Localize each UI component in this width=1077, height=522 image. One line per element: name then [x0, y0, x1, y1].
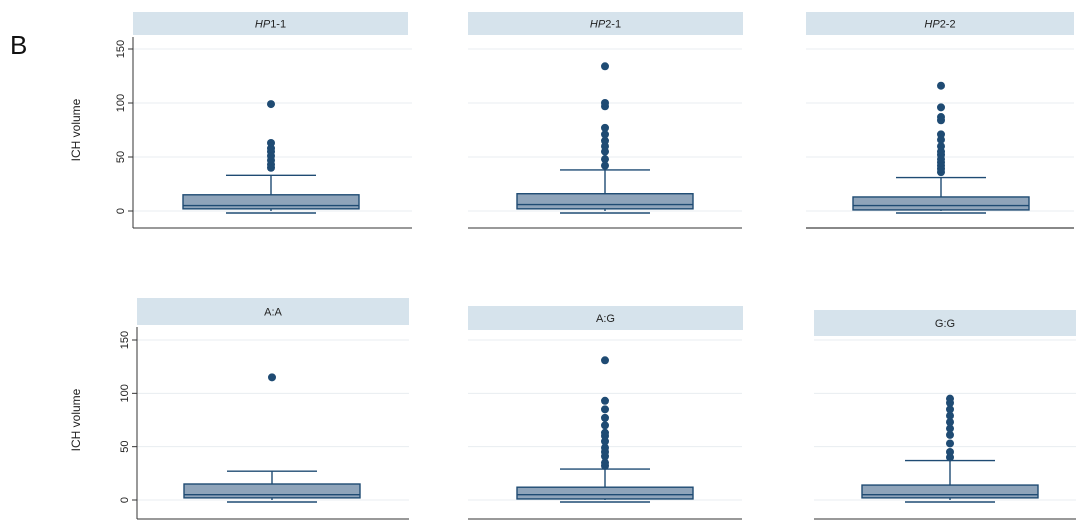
outlier-point [267, 138, 275, 147]
outlier-point [946, 430, 954, 439]
iqr-box [516, 486, 694, 500]
outlier-point [601, 396, 609, 405]
outlier-point [601, 123, 609, 132]
outlier-point [601, 136, 609, 145]
panel-6: G:G [814, 310, 1076, 520]
outlier-point [601, 413, 609, 422]
strip-header [806, 12, 1074, 35]
strip-header [814, 310, 1076, 336]
outlier-point [601, 356, 609, 365]
outlier-point [946, 439, 954, 448]
outlier-point [937, 130, 945, 139]
panel-3: HP2-2 [806, 12, 1074, 229]
outlier-point [937, 103, 945, 112]
outlier-point [601, 130, 609, 139]
strip-title: HP2-2 [924, 19, 955, 31]
outlier-point [946, 405, 954, 414]
outlier-point [601, 405, 609, 414]
strip-header [137, 298, 409, 325]
outlier-point [267, 100, 275, 109]
outlier-point [268, 373, 276, 382]
panel-5: A:G [468, 306, 743, 520]
outlier-point [937, 113, 945, 122]
outlier-point [601, 161, 609, 170]
strip-title: G:G [935, 318, 955, 330]
panel-2: HP2-1 [468, 12, 743, 229]
y-tick-label: 0 [115, 208, 127, 214]
outlier-point [601, 443, 609, 452]
y-tick-label: 0 [119, 497, 131, 503]
strip-header [468, 306, 743, 330]
panel-4: A:A 0 50 100 150 ICH volume [69, 298, 409, 520]
outlier-point [946, 448, 954, 456]
strip-title: HP1-1 [255, 19, 286, 31]
y-tick-label: 50 [119, 441, 131, 453]
outlier-point [601, 62, 609, 71]
y-tick-label: 150 [115, 40, 127, 58]
outlier-point [601, 99, 609, 107]
y-tick-label: 50 [115, 151, 127, 163]
outlier-point [946, 394, 954, 403]
outlier-point [601, 155, 609, 164]
y-axis-title: ICH volume [69, 388, 83, 451]
y-tick-label: 100 [115, 94, 127, 112]
iqr-box [516, 193, 694, 210]
iqr-box [183, 483, 361, 499]
outlier-point [946, 424, 954, 433]
strip-title: A:A [264, 307, 282, 319]
y-tick-label: 150 [119, 331, 131, 349]
outlier-point [946, 411, 954, 420]
strip-header [468, 12, 743, 35]
iqr-box [182, 194, 360, 210]
y-axis-title: ICH volume [69, 98, 83, 161]
strip-header [133, 12, 408, 35]
outlier-point [937, 142, 945, 151]
outlier-point [937, 81, 945, 90]
iqr-box [861, 484, 1039, 499]
outlier-point [946, 418, 954, 427]
outlier-point [601, 458, 609, 467]
outlier-point [601, 428, 609, 437]
panel-letter: B [10, 30, 28, 60]
y-tick-label: 100 [119, 384, 131, 402]
iqr-box [852, 196, 1030, 211]
outlier-point [601, 421, 609, 430]
strip-title: HP2-1 [590, 19, 621, 31]
panel-1: HP1-1 0 50 100 150 ICH volume [69, 12, 412, 229]
strip-title: A:G [596, 313, 615, 325]
